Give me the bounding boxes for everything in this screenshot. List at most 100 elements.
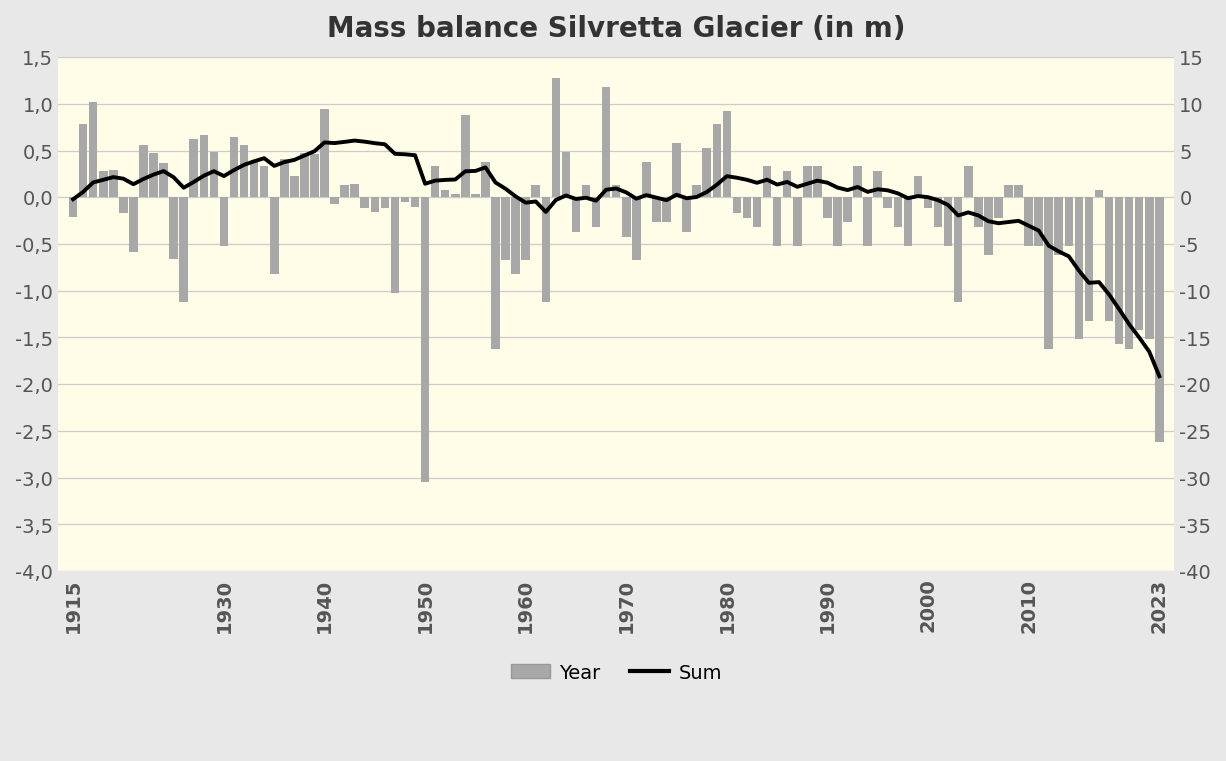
Bar: [1004, 186, 1013, 198]
Bar: [99, 172, 108, 198]
Bar: [169, 198, 178, 260]
Bar: [69, 198, 77, 218]
Bar: [150, 154, 158, 198]
Bar: [973, 198, 982, 228]
Bar: [411, 198, 419, 207]
Bar: [240, 145, 249, 198]
Bar: [330, 198, 338, 205]
Bar: [602, 88, 611, 198]
Bar: [200, 135, 208, 198]
Bar: [853, 167, 862, 198]
Title: Mass balance Silvretta Glacier (in m): Mass balance Silvretta Glacier (in m): [327, 15, 905, 43]
Bar: [391, 198, 400, 293]
Bar: [89, 103, 97, 198]
Bar: [954, 198, 962, 302]
Bar: [109, 170, 118, 198]
Bar: [1135, 198, 1143, 330]
Bar: [380, 198, 389, 209]
Bar: [1064, 198, 1073, 247]
Bar: [712, 125, 721, 198]
Bar: [179, 198, 188, 302]
Bar: [1054, 198, 1063, 256]
Bar: [1124, 198, 1133, 349]
Bar: [793, 198, 802, 247]
Bar: [803, 167, 812, 198]
Bar: [291, 177, 299, 198]
Bar: [772, 198, 781, 247]
Bar: [451, 194, 460, 198]
Bar: [421, 198, 429, 482]
Bar: [210, 153, 218, 198]
Bar: [933, 198, 942, 228]
Bar: [672, 144, 680, 198]
Bar: [300, 154, 309, 198]
Bar: [260, 167, 268, 198]
Bar: [612, 186, 620, 198]
Bar: [1014, 186, 1022, 198]
Bar: [430, 167, 439, 198]
Bar: [531, 186, 539, 198]
Bar: [360, 198, 369, 209]
Bar: [944, 198, 953, 247]
Bar: [662, 198, 671, 223]
Bar: [682, 198, 690, 232]
Bar: [351, 185, 359, 198]
Bar: [492, 198, 500, 349]
Bar: [370, 198, 379, 213]
Bar: [461, 116, 470, 198]
Bar: [320, 110, 329, 198]
Bar: [1155, 198, 1163, 442]
Bar: [501, 198, 510, 260]
Bar: [1085, 198, 1092, 321]
Bar: [1145, 198, 1154, 339]
Bar: [1114, 198, 1123, 345]
Bar: [743, 198, 752, 218]
Bar: [521, 198, 530, 260]
Bar: [511, 198, 520, 275]
Bar: [1045, 198, 1053, 349]
Bar: [159, 164, 168, 198]
Bar: [190, 140, 197, 198]
Bar: [964, 167, 972, 198]
Bar: [140, 145, 147, 198]
Bar: [923, 198, 932, 209]
Bar: [693, 186, 701, 198]
Bar: [722, 112, 731, 198]
Bar: [823, 198, 831, 218]
Bar: [571, 198, 580, 232]
Bar: [441, 190, 450, 198]
Bar: [1105, 198, 1113, 321]
Bar: [310, 154, 319, 198]
Bar: [631, 198, 640, 260]
Bar: [843, 198, 852, 223]
Bar: [1074, 198, 1083, 339]
Bar: [832, 198, 841, 247]
Bar: [552, 78, 560, 198]
Bar: [542, 198, 550, 302]
Bar: [341, 186, 349, 198]
Legend: Year, Sum: Year, Sum: [503, 655, 729, 689]
Bar: [229, 138, 238, 198]
Bar: [642, 162, 651, 198]
Bar: [732, 198, 741, 214]
Bar: [994, 198, 1003, 218]
Bar: [581, 186, 590, 198]
Bar: [129, 198, 137, 253]
Bar: [763, 167, 771, 198]
Bar: [562, 153, 570, 198]
Bar: [401, 198, 409, 202]
Bar: [753, 198, 761, 228]
Bar: [471, 194, 479, 198]
Bar: [119, 198, 128, 214]
Bar: [1034, 198, 1042, 247]
Bar: [652, 198, 661, 223]
Bar: [782, 172, 791, 198]
Bar: [481, 162, 489, 198]
Bar: [1024, 198, 1032, 247]
Bar: [702, 148, 711, 198]
Bar: [280, 160, 288, 198]
Bar: [873, 172, 881, 198]
Bar: [863, 198, 872, 247]
Bar: [904, 198, 912, 247]
Bar: [250, 162, 259, 198]
